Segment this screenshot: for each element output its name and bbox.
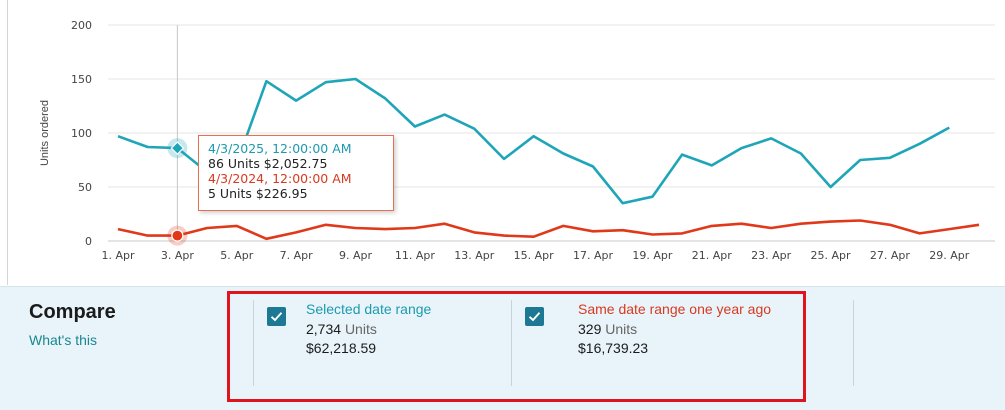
previous-range-checkbox[interactable] (525, 307, 544, 326)
tooltip-previous-value: 5 Units $226.95 (208, 186, 308, 201)
x-tick-label: 19. Apr (632, 249, 672, 262)
hover-marker-selected (170, 141, 185, 155)
x-tick-label: 29. Apr (929, 249, 969, 262)
previous-range-option: Same date range one year ago 329 Units $… (578, 300, 793, 359)
grid-lines (108, 24, 995, 242)
tooltip-current-value: 86 Units $2,052.75 (208, 156, 328, 171)
x-tick-label: 9. Apr (339, 249, 372, 262)
previous-range-label: Same date range one year ago (578, 301, 772, 317)
x-tick-label: 27. Apr (870, 249, 910, 262)
y-tick-label: 50 (78, 181, 92, 194)
previous-range-amount: $16,739.23 (578, 340, 649, 356)
x-tick-label: 17. Apr (573, 249, 613, 262)
x-tick-label: 5. Apr (220, 249, 253, 262)
hover-marker-previous (171, 229, 184, 242)
x-tick-label: 1. Apr (101, 249, 134, 262)
hover-tooltip: 4/3/2025, 12:00:00 AM 86 Units $2,052.75… (198, 135, 394, 211)
y-tick-label: 100 (71, 127, 92, 140)
selected-range-label: Selected date range (306, 301, 432, 317)
x-tick-label: 11. Apr (395, 249, 435, 262)
x-tick-label: 7. Apr (280, 249, 313, 262)
selected-units-value: 2,734 (306, 320, 342, 337)
x-tick-label: 13. Apr (454, 249, 494, 262)
previous-range-units: 329 Units (578, 320, 793, 340)
y-tick-label: 150 (71, 73, 92, 86)
selected-range-units: 2,734 Units (306, 320, 431, 340)
divider (853, 300, 854, 386)
whats-this-link[interactable]: What's this (29, 332, 98, 348)
series-line-selected-range (117, 77, 950, 205)
x-tick-label: 15. Apr (514, 249, 554, 262)
chart-left-border (7, 0, 8, 285)
x-tick-label: 23. Apr (751, 249, 791, 262)
y-axis-ticks: 0 50 100 150 200 (71, 19, 92, 248)
units-ordered-chart: 0 50 100 150 200 1. Apr 3. Apr 5. Apr 7. Apr 9. … (39, 19, 995, 262)
y-axis-label: Units ordered (39, 100, 51, 166)
highlight-annotation-box (227, 291, 806, 402)
checkmark-icon (528, 312, 541, 322)
compare-title: Compare (29, 301, 116, 323)
x-tick-label: 3. Apr (161, 249, 194, 262)
selected-range-amount: $62,218.59 (306, 340, 377, 356)
selected-units-word: Units (344, 320, 377, 337)
previous-units-word: Units (605, 320, 638, 337)
divider (253, 300, 254, 386)
x-tick-label: 25. Apr (811, 249, 851, 262)
divider (511, 300, 512, 386)
series-line-previous-year (117, 219, 980, 241)
y-tick-label: 200 (71, 19, 92, 32)
x-tick-label: 21. Apr (692, 249, 732, 262)
checkmark-icon (270, 312, 283, 322)
compare-panel: Compare What's this Selected date range … (0, 286, 1005, 410)
tooltip-previous-date: 4/3/2024, 12:00:00 AM (208, 171, 352, 186)
tooltip-current-date: 4/3/2025, 12:00:00 AM (208, 141, 352, 156)
previous-units-value: 329 (578, 320, 602, 337)
selected-range-option: Selected date range 2,734 Units $62,218.… (306, 300, 431, 359)
y-tick-label: 0 (85, 235, 92, 248)
x-axis-ticks: 1. Apr 3. Apr 5. Apr 7. Apr 9. Apr 11. Apr 13.… (101, 249, 969, 262)
selected-range-checkbox[interactable] (267, 307, 286, 326)
